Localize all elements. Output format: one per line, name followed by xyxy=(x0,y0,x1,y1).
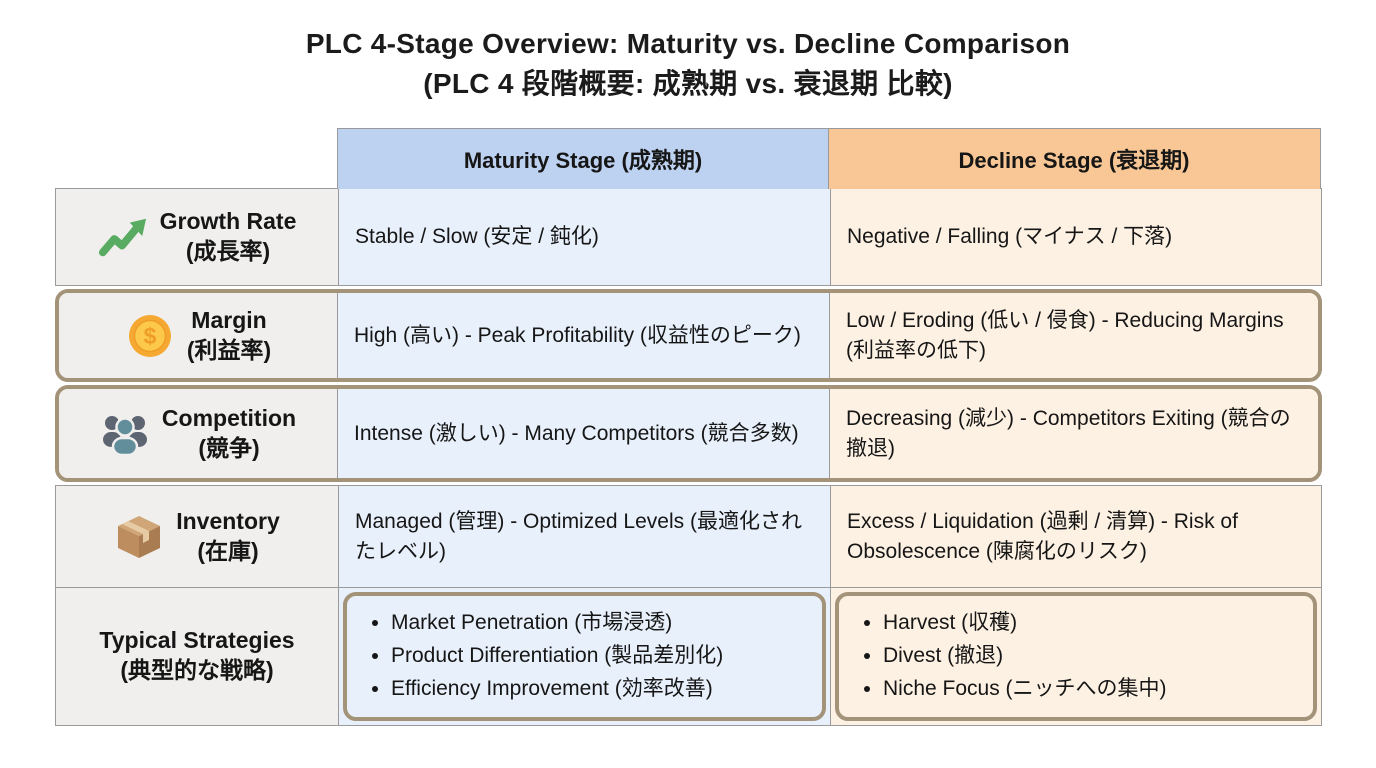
row-label-competition: Competition (競争) xyxy=(59,389,337,478)
people-group-icon xyxy=(100,410,150,458)
cell-strategies-decline: Harvest (収穫) Divest (撤退) Niche Focus (ニッ… xyxy=(830,587,1321,725)
list-item: Harvest (収穫) xyxy=(883,609,1299,637)
cell-inventory-decline: Excess / Liquidation (過剰 / 清算) - Risk of… xyxy=(830,486,1321,587)
maturity-strategy-box: Market Penetration (市場浸透) Product Differ… xyxy=(343,591,826,721)
cell-margin-maturity: High (高い) - Peak Profitability (収益性のピーク) xyxy=(337,293,829,378)
decline-column-header: Decline Stage (衰退期) xyxy=(827,127,1321,190)
row-label-text: Competition (競争) xyxy=(161,404,297,461)
row-label-text: Typical Strategies (典型的な戦略) xyxy=(99,627,295,684)
cell-growth-maturity: Stable / Slow (安定 / 鈍化) xyxy=(338,189,830,285)
row-label-text: Inventory (在庫) xyxy=(176,507,280,564)
trend-up-icon xyxy=(98,213,148,261)
cell-inventory-maturity: Managed (管理) - Optimized Levels (最適化されたレ… xyxy=(338,486,830,587)
table-row-margin: $ Margin (利益率) High (高い) - Peak Profitab… xyxy=(55,289,1322,382)
svg-text:$: $ xyxy=(143,323,156,349)
coin-icon: $ xyxy=(125,312,175,360)
list-item: Efficiency Improvement (効率改善) xyxy=(391,675,808,703)
table-row-competition: Competition (競争) Intense (激しい) - Many Co… xyxy=(55,385,1322,482)
list-item: Market Penetration (市場浸透) xyxy=(391,609,808,637)
decline-strategy-list: Harvest (収穫) Divest (撤退) Niche Focus (ニッ… xyxy=(853,604,1299,709)
row-label-text: Margin (利益率) xyxy=(186,306,272,363)
table-body: Growth Rate (成長率) Stable / Slow (安定 / 鈍化… xyxy=(55,188,1322,726)
cell-margin-decline: Low / Eroding (低い / 侵食) - Reducing Margi… xyxy=(829,293,1318,378)
maturity-column-header: Maturity Stage (成熟期) xyxy=(337,127,829,190)
list-item: Product Differentiation (製品差別化) xyxy=(391,642,808,670)
table-row-strategies: Typical Strategies (典型的な戦略) Market Penet… xyxy=(55,586,1322,726)
table-row-growth-rate: Growth Rate (成長率) Stable / Slow (安定 / 鈍化… xyxy=(55,188,1322,286)
title-line-jp: (PLC 4 段階概要: 成熟期 vs. 衰退期 比較) xyxy=(423,67,953,99)
row-label-strategies: Typical Strategies (典型的な戦略) xyxy=(56,587,338,725)
page-title: PLC 4-Stage Overview: Maturity vs. Decli… xyxy=(0,0,1376,104)
cell-strategies-maturity: Market Penetration (市場浸透) Product Differ… xyxy=(338,587,830,725)
box-icon xyxy=(114,513,164,561)
cell-competition-decline: Decreasing (減少) - Competitors Exiting (競… xyxy=(829,389,1318,478)
row-label-text: Growth Rate (成長率) xyxy=(159,208,297,264)
list-item: Niche Focus (ニッチへの集中) xyxy=(883,675,1299,703)
table-header-row: Maturity Stage (成熟期) Decline Stage (衰退期) xyxy=(337,127,1322,190)
table-row-inventory: Inventory (在庫) Managed (管理) - Optimized … xyxy=(55,485,1322,588)
comparison-table: Maturity Stage (成熟期) Decline Stage (衰退期)… xyxy=(55,127,1322,726)
cell-growth-decline: Negative / Falling (マイナス / 下落) xyxy=(830,189,1321,285)
title-line-en: PLC 4-Stage Overview: Maturity vs. Decli… xyxy=(305,28,1071,59)
cell-competition-maturity: Intense (激しい) - Many Competitors (競合多数) xyxy=(337,389,829,478)
maturity-strategy-list: Market Penetration (市場浸透) Product Differ… xyxy=(361,604,808,709)
list-item: Divest (撤退) xyxy=(883,642,1299,670)
row-label-margin: $ Margin (利益率) xyxy=(59,293,337,378)
decline-strategy-box: Harvest (収穫) Divest (撤退) Niche Focus (ニッ… xyxy=(835,591,1317,721)
row-label-growth-rate: Growth Rate (成長率) xyxy=(56,189,338,285)
row-label-inventory: Inventory (在庫) xyxy=(56,486,338,587)
